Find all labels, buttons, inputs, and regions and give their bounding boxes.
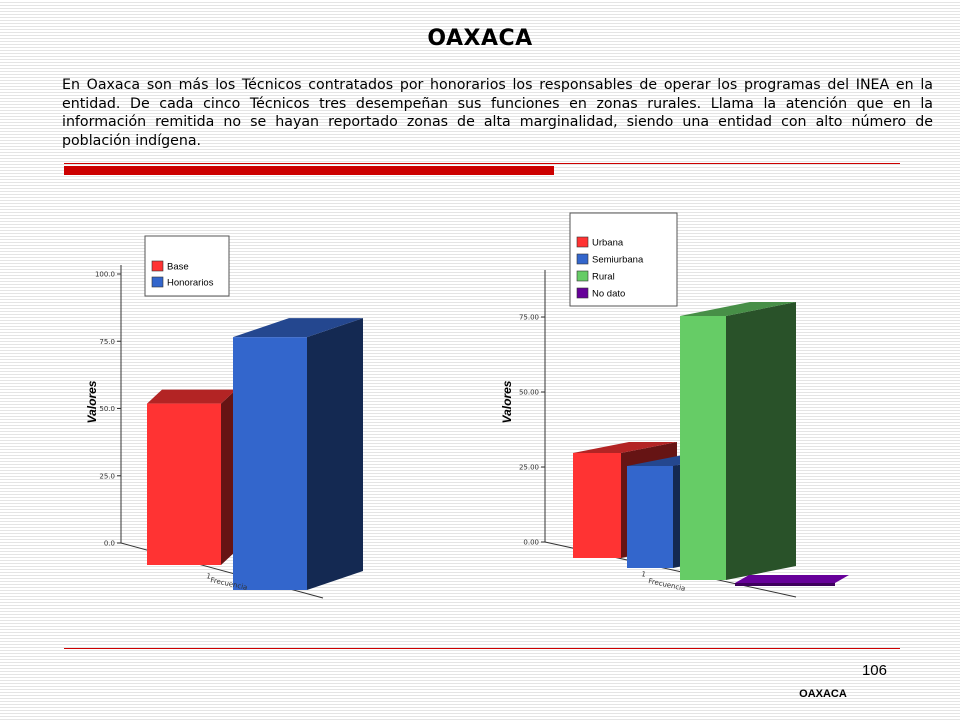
bar-semiurbana xyxy=(627,466,673,568)
y-tick-label: 75.00 xyxy=(519,314,539,322)
bar-rural-side xyxy=(726,302,796,580)
y-tick-label: 50.0 xyxy=(99,405,115,413)
legend-label-base: Base xyxy=(167,262,189,273)
legend-swatch-rural xyxy=(576,270,589,282)
bar-no-dato-top xyxy=(735,575,849,583)
bar-no-dato xyxy=(735,583,835,586)
bar-honorarios-top xyxy=(233,318,363,338)
y-axis-label: Valores xyxy=(85,380,99,423)
bar-rural xyxy=(680,316,726,580)
legend-label-urbana: Urbana xyxy=(592,238,624,249)
bar-base xyxy=(147,403,221,565)
y-tick-label: 0.0 xyxy=(104,540,115,548)
y-tick-label: 75.0 xyxy=(99,338,115,346)
page-title: OAXACA xyxy=(427,26,533,51)
legend-label-honorarios: Honorarios xyxy=(167,278,214,289)
y-tick-label: 25.00 xyxy=(519,464,539,472)
bar-base-side xyxy=(221,389,236,565)
y-tick-label: 50.00 xyxy=(519,389,539,397)
footer-label: OAXACA xyxy=(799,688,847,700)
bar-honorarios-side xyxy=(307,318,363,590)
legend-swatch-semiurbana xyxy=(576,253,589,265)
y-tick-label: 100.0 xyxy=(95,271,115,279)
legend-swatch-honorarios xyxy=(151,276,164,288)
legend-label-rural: Rural xyxy=(592,272,615,283)
y-tick-label: 25.0 xyxy=(99,472,115,480)
bar-urbana xyxy=(573,453,621,558)
legend-swatch-no-dato xyxy=(576,287,589,299)
page-number: 106 xyxy=(861,662,887,679)
legend-swatch-urbana xyxy=(576,236,589,248)
divider-thin-top xyxy=(64,163,900,164)
legend-label-no-dato: No dato xyxy=(592,289,625,300)
legend-label-semiurbana: Semiurbana xyxy=(592,255,644,266)
y-axis-label: Valores xyxy=(500,380,514,423)
divider-bottom xyxy=(64,648,900,649)
legend-swatch-base xyxy=(151,260,164,272)
bar-honorarios xyxy=(233,337,307,590)
x-category-label: 1 xyxy=(206,572,212,581)
x-category-label: 1 xyxy=(641,570,647,579)
bar-base-top xyxy=(147,389,236,404)
bar-urbana-top xyxy=(573,442,677,453)
y-tick-label: 0.00 xyxy=(523,539,539,547)
divider-thick-red-bar xyxy=(64,166,554,175)
intro-paragraph: En Oaxaca son más los Técnicos contratad… xyxy=(62,77,933,149)
bar-rural-top xyxy=(680,302,796,316)
